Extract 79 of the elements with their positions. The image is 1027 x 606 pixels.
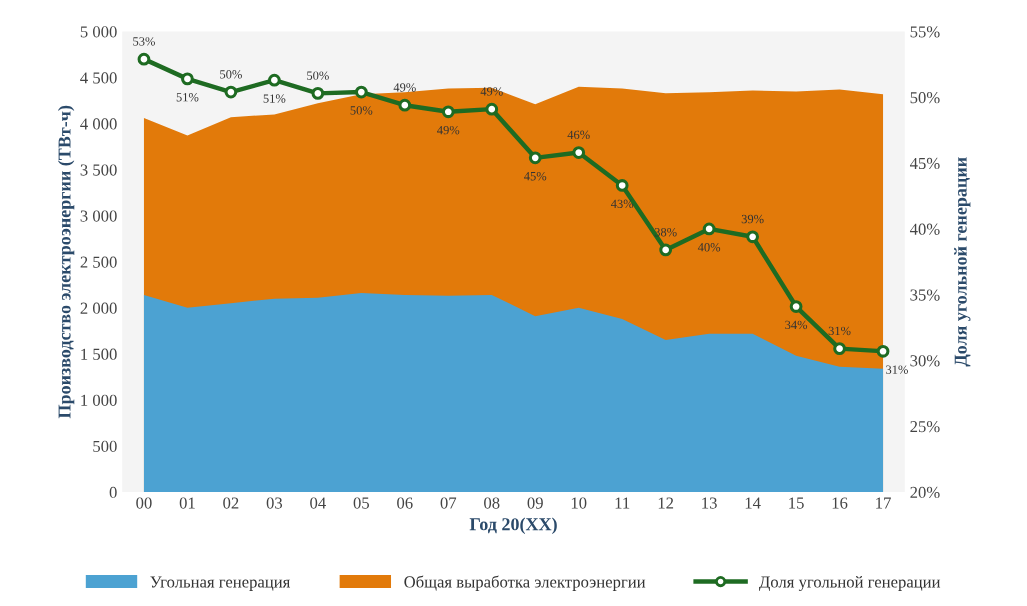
data-label: 39% — [741, 214, 764, 224]
data-label: 43% — [610, 199, 634, 209]
point — [876, 344, 890, 358]
data-label: 46% — [567, 130, 590, 140]
legend-label: Общая выработка электроэнергии — [404, 575, 646, 591]
point — [528, 151, 542, 165]
point — [137, 52, 151, 66]
point — [311, 86, 325, 100]
data-label: 51% — [263, 94, 286, 103]
y-tick-label: 4 500 — [80, 72, 117, 84]
point — [181, 72, 194, 86]
point — [267, 73, 281, 87]
data-label: 40% — [697, 243, 721, 252]
y2-tick-label: 20% — [910, 486, 940, 499]
x-tick-label: 14 — [745, 497, 761, 509]
data-label: 49% — [480, 87, 503, 96]
x-tick-label: 17 — [876, 497, 891, 509]
y-tick-label: 1 000 — [81, 394, 117, 406]
data-label: 53% — [133, 37, 155, 46]
x-tick-label: 16 — [832, 497, 848, 509]
data-label: 50% — [307, 71, 329, 80]
data-label: 34% — [785, 320, 808, 330]
point — [441, 105, 455, 119]
x-tick-label: 06 — [397, 497, 413, 509]
point — [746, 230, 760, 244]
point — [789, 300, 803, 313]
x-tick-label: 05 — [353, 497, 370, 509]
data-label: 50% — [220, 70, 242, 79]
y-axis-title: Производство электроэнергии (ТВт-ч) — [57, 105, 75, 419]
point — [354, 85, 368, 99]
y-tick-label: 500 — [93, 440, 117, 452]
x-tick-label: 11 — [615, 497, 630, 509]
legend-label: Угольная генерация — [150, 576, 291, 591]
y2-tick-label: 30% — [910, 355, 940, 367]
data-label: 50% — [350, 106, 373, 115]
x-tick-label: 02 — [223, 497, 239, 509]
data-label: 51% — [176, 93, 199, 102]
data-label: 49% — [437, 125, 460, 135]
point — [572, 146, 586, 159]
y-tick-label: 2 500 — [80, 256, 117, 268]
y2-tick-label: 40% — [909, 223, 940, 235]
x-tick-label: 08 — [484, 497, 500, 509]
x-tick-label: 13 — [702, 497, 717, 509]
y-tick-label: 3 500 — [80, 164, 117, 176]
x-tick-label: 10 — [571, 497, 587, 509]
x-tick-label: 12 — [658, 497, 674, 509]
data-label: 38% — [654, 227, 677, 237]
y2-tick-label: 35% — [910, 289, 940, 301]
point — [485, 102, 499, 116]
y2-tick-label: 45% — [909, 157, 940, 170]
point — [659, 243, 673, 257]
data-label: 49% — [393, 83, 416, 92]
data-label: 31% — [828, 326, 851, 336]
y2-tick-label: 50% — [910, 92, 940, 104]
data-label: 31% — [886, 365, 908, 374]
point — [615, 179, 629, 192]
y2-tick-label: 55% — [910, 26, 940, 38]
x-axis-title: Год 20(XX) — [469, 517, 557, 534]
y2-axis-title: Доля угольной генерации — [954, 157, 971, 367]
y-tick-label: 5 000 — [80, 26, 117, 38]
x-tick-label: 07 — [440, 497, 457, 509]
legend-label: Доля угольной генерации — [759, 575, 941, 591]
x-tick-label: 00 — [136, 497, 152, 509]
y-tick-label: 4 000 — [80, 118, 117, 130]
x-tick-label: 09 — [527, 497, 543, 509]
y-tick-label: 1 500 — [81, 348, 117, 360]
point — [833, 342, 846, 356]
y-tick-label: 2 000 — [80, 302, 117, 314]
x-tick-label: 01 — [179, 497, 195, 509]
point — [224, 85, 238, 99]
x-tick-label: 15 — [789, 497, 804, 509]
y2-tick-label: 25% — [910, 420, 940, 433]
point — [702, 222, 716, 236]
y-tick-label: 0 — [109, 486, 117, 499]
x-tick-label: 04 — [310, 497, 326, 509]
point — [398, 98, 412, 112]
data-label: 45% — [524, 171, 547, 181]
y-tick-label: 3 000 — [80, 210, 117, 222]
x-tick-label: 03 — [266, 497, 283, 509]
